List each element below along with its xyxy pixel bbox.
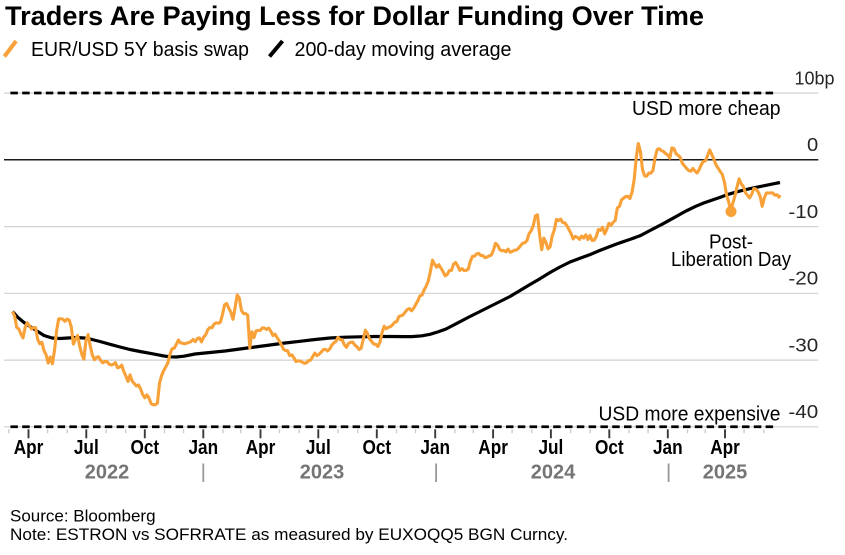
svg-text:200-day moving average: 200-day moving average: [295, 39, 512, 61]
svg-text:Jul: Jul: [74, 437, 99, 459]
svg-text:Oct: Oct: [362, 437, 391, 459]
svg-text:Traders Are Paying Less for Do: Traders Are Paying Less for Dollar Fundi…: [5, 1, 704, 31]
svg-text:-40: -40: [788, 402, 818, 422]
svg-text:2025: 2025: [703, 462, 748, 484]
svg-text:2024: 2024: [531, 462, 576, 484]
svg-text:Jul: Jul: [306, 437, 331, 459]
svg-text:-20: -20: [788, 269, 818, 289]
svg-text:Apr: Apr: [478, 437, 508, 459]
svg-text:-10: -10: [788, 202, 818, 222]
svg-text:-30: -30: [788, 335, 818, 355]
svg-text:2022: 2022: [85, 462, 130, 484]
svg-text:Apr: Apr: [710, 437, 740, 459]
svg-text:Apr: Apr: [14, 437, 44, 459]
svg-text:2023: 2023: [300, 462, 345, 484]
svg-text:10bp: 10bp: [795, 69, 835, 89]
svg-text:Jan: Jan: [653, 437, 683, 459]
svg-text:Jul: Jul: [538, 437, 563, 459]
svg-text:0: 0: [807, 135, 818, 155]
svg-text:Note: ESTRON vs SOFRRATE as me: Note: ESTRON vs SOFRRATE as measured by …: [10, 525, 568, 544]
svg-text:USD more expensive: USD more expensive: [599, 403, 781, 425]
svg-text:Oct: Oct: [130, 437, 159, 459]
svg-text:EUR/USD 5Y basis swap: EUR/USD 5Y basis swap: [31, 39, 249, 61]
svg-text:Jan: Jan: [420, 437, 450, 459]
svg-text:Apr: Apr: [246, 437, 276, 459]
svg-text:Oct: Oct: [595, 437, 624, 459]
svg-text:Post-: Post-: [709, 232, 753, 254]
svg-text:USD more cheap: USD more cheap: [632, 98, 781, 120]
svg-text:Source: Bloomberg: Source: Bloomberg: [10, 507, 156, 526]
svg-text:Jan: Jan: [188, 437, 218, 459]
svg-text:Liberation Day: Liberation Day: [671, 249, 791, 271]
